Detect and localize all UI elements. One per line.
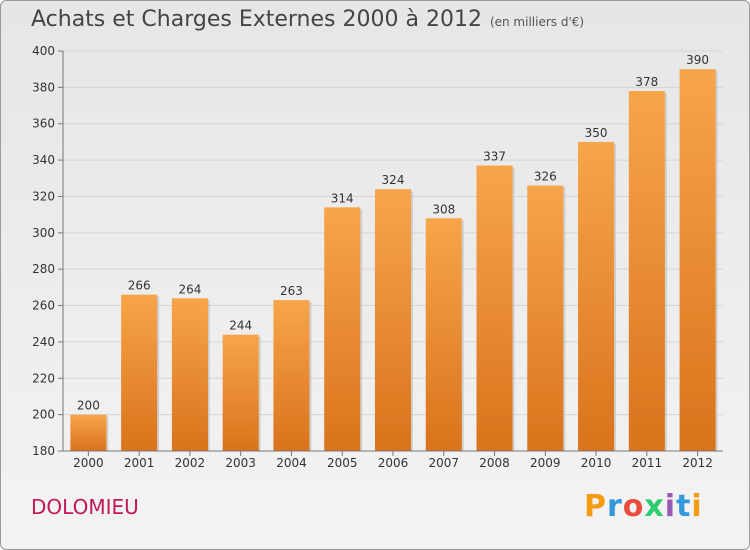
data-labels: 200 266 264 244 263 314 324 308 337 326 350 378 390 — [77, 53, 709, 412]
bar-data-label: 337 — [483, 150, 506, 164]
bar — [628, 91, 665, 451]
logo-letter: r — [607, 489, 623, 524]
y-tick-label: 320 — [32, 189, 55, 203]
x-tick-label: 2006 — [378, 456, 409, 470]
y-tick-label: 220 — [32, 371, 55, 385]
bar — [70, 414, 107, 451]
logo-letter: P — [584, 489, 607, 524]
bar-data-label: 324 — [382, 173, 405, 187]
x-tick-label: 2012 — [682, 456, 713, 470]
bar-data-label: 326 — [534, 170, 557, 184]
proxiti-logo: Proxiti — [584, 489, 703, 524]
x-tick-label: 2005 — [327, 456, 358, 470]
y-tick-label: 200 — [32, 408, 55, 422]
x-tick-label: 2009 — [530, 456, 561, 470]
logo-letter: o — [622, 489, 645, 524]
x-tick-label: 2010 — [581, 456, 612, 470]
bar — [121, 294, 158, 451]
bar — [476, 165, 513, 451]
y-tick-label: 260 — [32, 299, 55, 313]
y-tick-label: 280 — [32, 262, 55, 276]
y-tick-label: 340 — [32, 153, 55, 167]
bar-data-label: 244 — [229, 319, 252, 333]
bar — [171, 298, 208, 451]
chart-unit-label: (en milliers d'€) — [489, 15, 585, 29]
y-tick-label: 240 — [32, 335, 55, 349]
bar-data-label: 390 — [686, 53, 709, 67]
bar — [527, 185, 564, 451]
bar — [374, 189, 412, 451]
logo-letter: t — [676, 489, 692, 524]
bar-data-label: 266 — [128, 279, 151, 293]
bar — [425, 218, 462, 451]
bar — [273, 300, 310, 451]
x-tick-label: 2000 — [73, 456, 104, 470]
x-tick-label: 2008 — [479, 456, 510, 470]
logo-letter: i — [664, 489, 677, 524]
city-name: DOLOMIEU — [31, 495, 139, 519]
x-tick-label: 2007 — [428, 456, 459, 470]
bar-data-label: 350 — [585, 126, 608, 140]
bar — [324, 207, 361, 451]
y-tick-label: 360 — [32, 117, 55, 131]
bar-data-label: 263 — [280, 284, 303, 298]
x-tick-label: 2001 — [124, 456, 155, 470]
bar-data-label: 378 — [635, 75, 658, 89]
bars — [70, 69, 718, 451]
y-tick-label: 300 — [32, 226, 55, 240]
x-tick-label: 2011 — [632, 456, 663, 470]
bar-data-label: 200 — [77, 399, 100, 413]
y-tick-label: 180 — [32, 444, 55, 458]
bar-data-label: 308 — [432, 202, 455, 216]
axes: 180 200 220 240 260 280 300 320 340 360 380 400 2000… — [32, 44, 723, 470]
y-tick-label: 380 — [32, 80, 55, 94]
y-tick-label: 400 — [32, 44, 55, 58]
bar — [679, 69, 716, 451]
bar-data-label: 314 — [331, 191, 354, 205]
chart-title-text: Achats et Charges Externes 2000 à 2012 — [31, 7, 482, 32]
x-tick-label: 2002 — [175, 456, 206, 470]
x-tick-label: 2004 — [276, 456, 307, 470]
bar — [222, 334, 259, 451]
chart-title: Achats et Charges Externes 2000 à 2012 (e… — [31, 7, 584, 32]
x-tick-label: 2003 — [225, 456, 256, 470]
logo-letter: x — [644, 489, 665, 524]
logo-letter: i — [691, 489, 703, 524]
bar — [578, 141, 615, 451]
bar-data-label: 264 — [178, 282, 201, 296]
